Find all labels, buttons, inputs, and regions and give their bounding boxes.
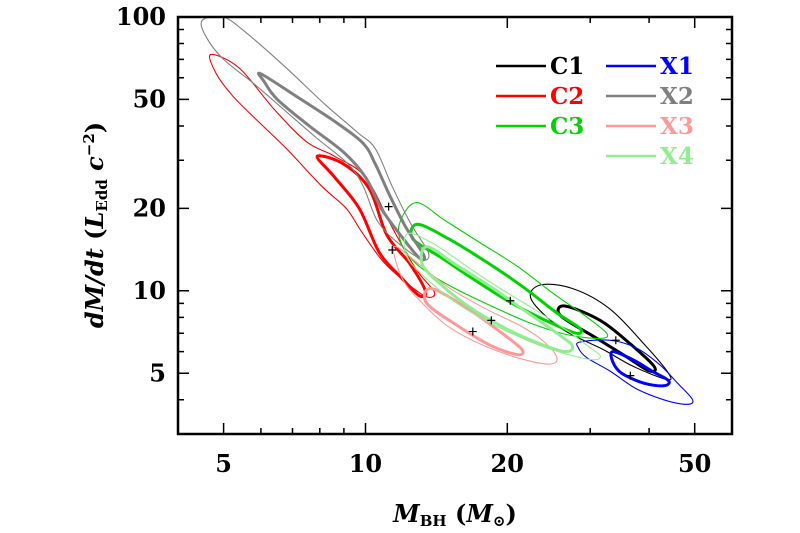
best-fit-markers (384, 202, 635, 380)
x-label-unit-sub: ⊙ (493, 512, 506, 530)
y-label-unit-rest: c (80, 156, 109, 179)
y-label-main: dM/dt (80, 248, 109, 328)
y-label-unit: L (80, 212, 109, 230)
best-fit-c1 (611, 336, 620, 345)
legend-label-c3: C3 (550, 113, 584, 140)
legend-label-x2: X2 (660, 83, 694, 110)
legend-label-c2: C2 (550, 83, 584, 110)
contour-x4-outer (403, 232, 601, 361)
x-label-paren-open: ( (447, 499, 467, 528)
contour-layer (200, 17, 694, 405)
y-tick-label-5: 5 (149, 358, 166, 387)
contour-c3-outer (397, 202, 609, 339)
y-label-unit-sup: −2 (80, 133, 98, 156)
contour-c2-outer (208, 53, 436, 298)
best-fit-x1 (626, 371, 635, 380)
contour-x2-inner (256, 71, 427, 262)
x-tick-label-50: 50 (678, 449, 711, 478)
contour-x3-outer (392, 245, 558, 365)
y-tick-label-100: 100 (116, 2, 166, 31)
x-tick-label-20: 20 (491, 449, 524, 478)
contour-x1-outer (576, 339, 694, 405)
contour-x1-inner (609, 350, 671, 388)
x-tick-label-5: 5 (215, 449, 232, 478)
legend: C1 C2 C3 X1 X2 X3 X4 (496, 53, 694, 170)
tick-labels: 5 10 20 50 5 10 20 50 100 (116, 2, 712, 478)
axis-ticks (177, 16, 733, 435)
x-label-sub: BH (420, 512, 447, 530)
x-label-main: M (392, 499, 421, 528)
legend-label-c1: C1 (550, 53, 584, 80)
contour-c1-inner (556, 304, 657, 374)
best-fit-x3 (468, 327, 477, 336)
contour-x4-inner (419, 245, 575, 354)
best-fit-x2 (384, 202, 393, 211)
plot-frame (176, 15, 734, 436)
x-axis-label: MBH (M⊙) (392, 499, 517, 530)
y-label-unit-sub: Edd (93, 179, 111, 212)
best-fit-x4 (487, 316, 496, 325)
y-axis-label: dM/dt (LEdd c−2) (80, 122, 111, 328)
x-label-unit: M (465, 499, 494, 528)
y-tick-label-50: 50 (133, 84, 166, 113)
y-tick-label-10: 10 (133, 276, 166, 305)
best-fit-c2 (388, 245, 397, 254)
x-label-paren-close: ) (505, 499, 516, 528)
contour-c3-inner (409, 222, 583, 335)
y-label-paren-open: ( (80, 228, 109, 248)
contour-x2-outer (200, 17, 430, 261)
best-fit-c3 (506, 296, 515, 305)
contour-c2-inner (315, 154, 428, 299)
contour-x3-inner (422, 286, 525, 357)
legend-label-x3: X3 (660, 113, 694, 140)
legend-label-x4: X4 (660, 143, 694, 170)
y-tick-label-20: 20 (133, 193, 166, 222)
x-tick-label-10: 10 (349, 449, 382, 478)
legend-label-x1: X1 (660, 53, 694, 80)
y-label-paren-close: ) (80, 122, 109, 133)
